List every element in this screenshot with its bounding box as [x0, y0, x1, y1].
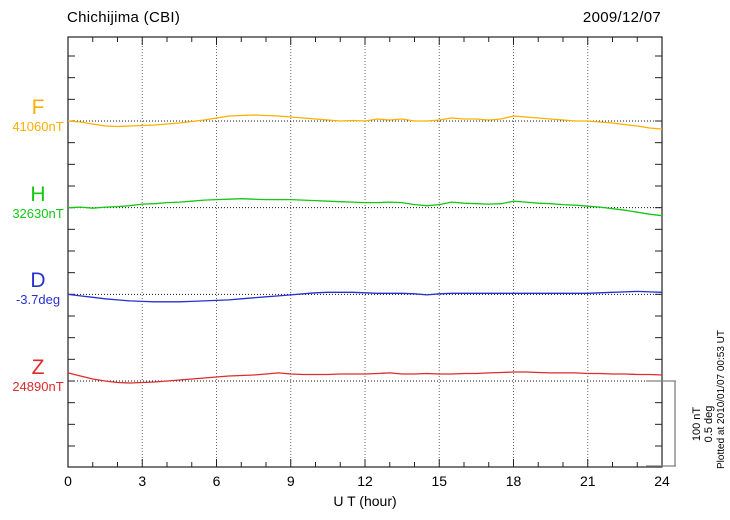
series-label-z: Z 24890nT — [6, 356, 70, 395]
series-baseline-z: 24890nT — [12, 379, 64, 394]
x-tick-label: 6 — [212, 473, 221, 489]
scale-bar-nt-label: 100 nT — [691, 406, 703, 442]
x-axis-title: U T (hour) — [333, 493, 397, 509]
x-tick-label: 24 — [654, 473, 670, 489]
series-baseline-d: -3.7deg — [15, 292, 61, 307]
x-tick-label: 18 — [505, 473, 522, 489]
plotted-at-note: Plotted at 2010/01/07 00:53 UT — [716, 330, 727, 469]
x-tick-label: 21 — [579, 473, 596, 489]
x-tick-label: 15 — [431, 473, 448, 489]
plot-date: 2009/12/07 — [582, 9, 661, 26]
trace-h — [67, 198, 663, 217]
series-label-h: H 32630nT — [6, 183, 70, 222]
series-baseline-h: 32630nT — [12, 206, 64, 221]
scale-bar-label: 100 nT 0.5 deg — [691, 381, 715, 467]
trace-d — [67, 290, 663, 303]
series-label-f: F 41060nT — [6, 96, 70, 135]
series-letter-f: F — [31, 96, 45, 119]
plot-frame — [67, 36, 663, 468]
series-letter-d: D — [30, 269, 46, 292]
x-tick-label: 3 — [138, 473, 147, 489]
series-letter-h: H — [30, 183, 46, 206]
x-tick-label: 0 — [64, 473, 72, 489]
series-letter-z: Z — [31, 356, 45, 379]
series-baseline-f: 41060nT — [12, 119, 64, 134]
scale-bar-deg-label: 0.5 deg — [703, 405, 715, 443]
x-tick-label: 12 — [357, 473, 373, 489]
station-title: Chichijima (CBI) — [67, 9, 181, 26]
x-tick-label: 9 — [286, 473, 295, 489]
trace-f — [67, 114, 663, 130]
series-label-d: D -3.7deg — [6, 269, 70, 308]
trace-z — [67, 371, 663, 384]
